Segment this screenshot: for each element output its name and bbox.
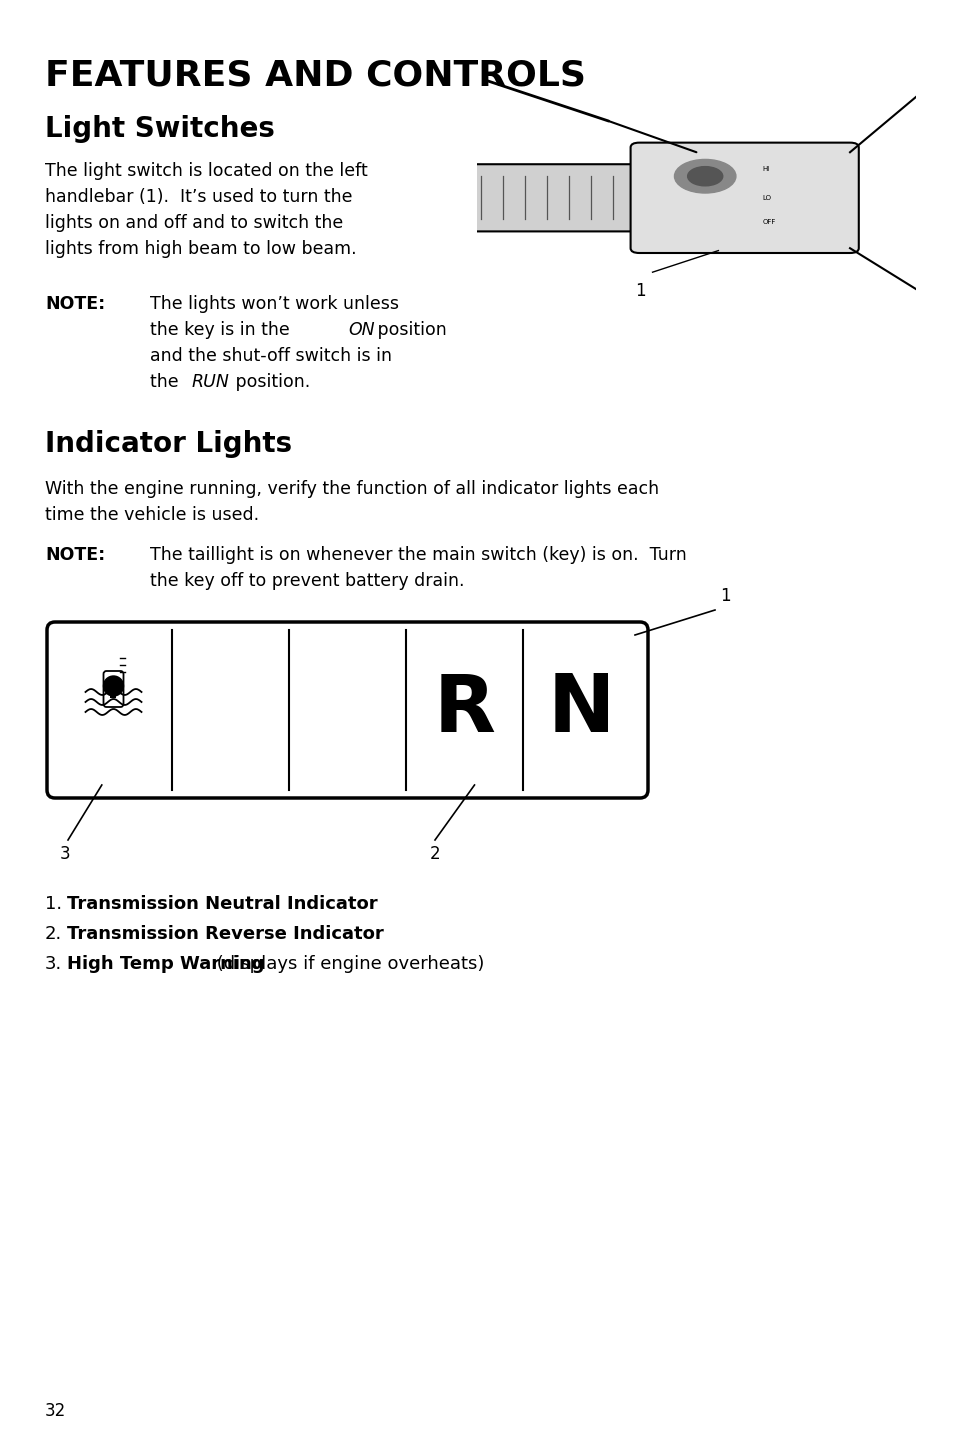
Text: position.: position. — [230, 374, 310, 391]
Text: Transmission Reverse Indicator: Transmission Reverse Indicator — [67, 925, 383, 944]
Text: With the engine running, verify the function of all indicator lights each: With the engine running, verify the func… — [45, 480, 659, 499]
Text: (displays if engine overheats): (displays if engine overheats) — [212, 955, 484, 973]
Text: NOTE:: NOTE: — [45, 295, 105, 313]
Text: LO: LO — [761, 195, 770, 201]
Text: lights from high beam to low beam.: lights from high beam to low beam. — [45, 240, 356, 257]
Circle shape — [687, 167, 722, 186]
Text: 2.: 2. — [45, 925, 62, 944]
Text: Indicator Lights: Indicator Lights — [45, 430, 292, 458]
Text: 3: 3 — [60, 845, 71, 864]
Text: RUN: RUN — [192, 374, 230, 391]
Text: The lights won’t work unless: The lights won’t work unless — [150, 295, 398, 313]
Text: the key is in the: the key is in the — [150, 321, 294, 339]
Text: OFF: OFF — [761, 218, 775, 225]
Text: HI: HI — [761, 166, 769, 172]
Text: N: N — [547, 670, 615, 749]
Text: 3.: 3. — [45, 955, 62, 973]
Text: handlebar (1).  It’s used to turn the: handlebar (1). It’s used to turn the — [45, 188, 352, 206]
Circle shape — [674, 160, 735, 193]
Text: NOTE:: NOTE: — [45, 547, 105, 564]
FancyBboxPatch shape — [630, 142, 858, 253]
Text: 1: 1 — [720, 587, 730, 605]
Text: 2: 2 — [430, 845, 440, 864]
Text: and the shut-off switch is in: and the shut-off switch is in — [150, 348, 392, 365]
Circle shape — [103, 676, 123, 696]
FancyBboxPatch shape — [441, 164, 652, 231]
Text: 1.: 1. — [45, 896, 62, 913]
Text: the: the — [150, 374, 184, 391]
Text: 32: 32 — [45, 1402, 66, 1421]
FancyBboxPatch shape — [47, 622, 647, 798]
Text: 1: 1 — [635, 282, 645, 300]
Text: FEATURES AND CONTROLS: FEATURES AND CONTROLS — [45, 58, 585, 92]
Text: time the vehicle is used.: time the vehicle is used. — [45, 506, 259, 523]
Text: the key off to prevent battery drain.: the key off to prevent battery drain. — [150, 571, 464, 590]
Bar — [111, 676, 116, 698]
Text: lights on and off and to switch the: lights on and off and to switch the — [45, 214, 343, 233]
Text: High Temp Warning: High Temp Warning — [67, 955, 264, 973]
Text: ON: ON — [348, 321, 375, 339]
Text: position: position — [372, 321, 446, 339]
Text: Light Switches: Light Switches — [45, 115, 274, 142]
Text: R: R — [433, 670, 495, 749]
FancyBboxPatch shape — [103, 670, 123, 707]
Text: The taillight is on whenever the main switch (key) is on.  Turn: The taillight is on whenever the main sw… — [150, 547, 686, 564]
Text: The light switch is located on the left: The light switch is located on the left — [45, 161, 367, 180]
Text: Transmission Neutral Indicator: Transmission Neutral Indicator — [67, 896, 377, 913]
